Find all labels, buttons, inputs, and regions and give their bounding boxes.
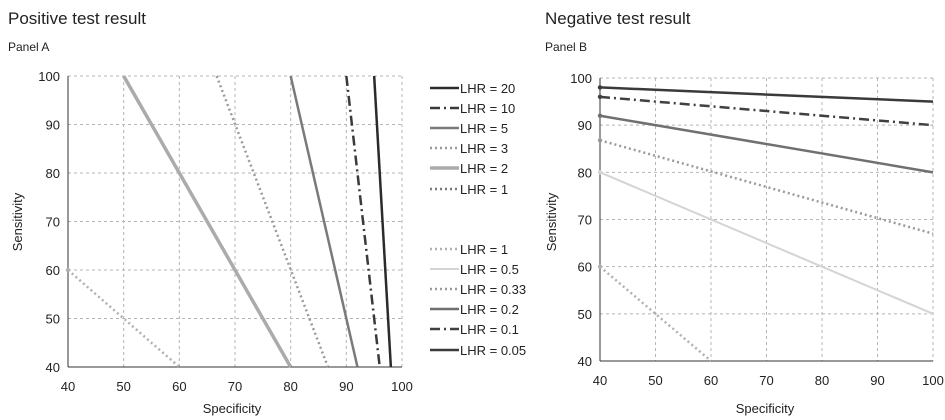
panel-b-x-tick-label: 100 (922, 373, 944, 388)
panel-a-x-tick-label: 60 (172, 379, 186, 394)
panel-a-series-line-s20 (372, 75, 393, 368)
panel-b-title: Negative test result (545, 9, 691, 28)
panel-a-x-ticks: 40 50 60 70 80 90 100 (61, 379, 413, 394)
panel-b-series-point (597, 138, 603, 143)
panel-a-x-axis-label: Specificity (203, 401, 262, 416)
panel-b-y-tick-label: 90 (578, 118, 592, 133)
panel-a-x-tick-label: 80 (283, 379, 297, 394)
legend-label: LHR = 0.33 (460, 282, 526, 297)
legend-label: LHR = 0.1 (460, 322, 519, 337)
panel-a-series (65, 75, 393, 368)
panel-a-y-tick-label: 90 (46, 118, 60, 133)
legend: LHR = 20 LHR = 10 LHR = 5 LHR = 3 LHR = 2 LHR… (430, 81, 526, 358)
panel-a-series-line-s2 (122, 75, 293, 368)
legend-label: LHR = 0.2 (460, 302, 519, 317)
panel-b-y-axis-label: Sensitivity (544, 192, 559, 251)
legend-label: LHR = 1 (460, 182, 508, 197)
panel-b-y-tick-label: 70 (578, 213, 592, 228)
panel-a-y-ticks: 40 50 60 70 80 90 100 (38, 69, 60, 375)
legend-label: LHR = 1 (460, 242, 508, 257)
panel-b-x-tick-label: 40 (593, 373, 607, 388)
panel-b-y-tick-label: 50 (578, 307, 592, 322)
panel-b-x-tick-label: 70 (759, 373, 773, 388)
legend-label: LHR = 3 (460, 141, 508, 156)
panel-a-y-tick-label: 50 (46, 312, 60, 327)
legend-label: LHR = 20 (460, 81, 515, 96)
panel-b-y-tick-label: 100 (570, 71, 592, 86)
panel-a-y-tick-label: 70 (46, 215, 60, 230)
panel-b-series-line-n005 (599, 86, 934, 103)
panel-b-series-line-n02 (599, 114, 934, 174)
panel-b-y-ticks: 40 50 60 70 80 90 100 (570, 71, 592, 369)
panel-a: Positive test result Panel A 40 50 60 70 80 9… (8, 9, 526, 416)
panel-a-series-line-s10 (345, 75, 381, 368)
panel-b-y-tick-label: 40 (578, 354, 592, 369)
panel-b-y-tick-label: 60 (578, 260, 592, 275)
panel-b-series-line-n01 (599, 95, 934, 127)
panel-b-series-point (597, 170, 603, 175)
legend-label: LHR = 0.05 (460, 343, 526, 358)
panel-b-series-point (597, 85, 603, 90)
panel-b-y-tick-label: 80 (578, 165, 592, 180)
panel-a-y-axis-label: Sensitivity (10, 192, 25, 251)
panel-b-x-axis-label: Specificity (736, 401, 795, 416)
panel-b-x-tick-label: 80 (815, 373, 829, 388)
panel-a-x-tick-label: 100 (391, 379, 413, 394)
legend-label: LHR = 2 (460, 161, 508, 176)
panel-a-subtitle: Panel A (8, 40, 49, 54)
panel-a-y-tick-label: 60 (46, 263, 60, 278)
panel-b-subtitle: Panel B (545, 40, 587, 54)
panel-b: Negative test result Panel B 40 50 60 70 80 9… (544, 9, 944, 416)
panel-b-x-tick-label: 50 (648, 373, 662, 388)
panel-a-x-tick-label: 50 (116, 379, 130, 394)
panel-a-series-point (65, 267, 71, 273)
panel-a-y-tick-label: 80 (46, 166, 60, 181)
panel-b-series-line-n1 (599, 265, 712, 362)
panel-a-series-line-s5 (289, 75, 359, 368)
panel-b-x-tick-label: 60 (704, 373, 718, 388)
panel-b-x-ticks: 40 50 60 70 80 90 100 (593, 373, 944, 388)
panel-b-x-tick-label: 90 (870, 373, 884, 388)
panel-b-series-point (597, 94, 603, 100)
panel-b-series-point (597, 113, 603, 118)
panel-a-x-tick-label: 40 (61, 379, 75, 394)
panel-a-series-line-s3 (215, 75, 330, 368)
panel-a-y-tick-label: 40 (46, 360, 60, 375)
panel-b-series-point (597, 264, 603, 269)
legend-label: LHR = 0.5 (460, 262, 519, 277)
panel-a-x-tick-label: 90 (339, 379, 353, 394)
panel-a-title: Positive test result (8, 9, 146, 28)
panel-b-series (597, 85, 934, 362)
panel-a-x-tick-label: 70 (228, 379, 242, 394)
panel-a-y-tick-label: 100 (38, 69, 60, 84)
panel-b-series-line-n05 (599, 171, 934, 315)
legend-label: LHR = 10 (460, 101, 515, 116)
legend-label: LHR = 5 (460, 121, 508, 136)
